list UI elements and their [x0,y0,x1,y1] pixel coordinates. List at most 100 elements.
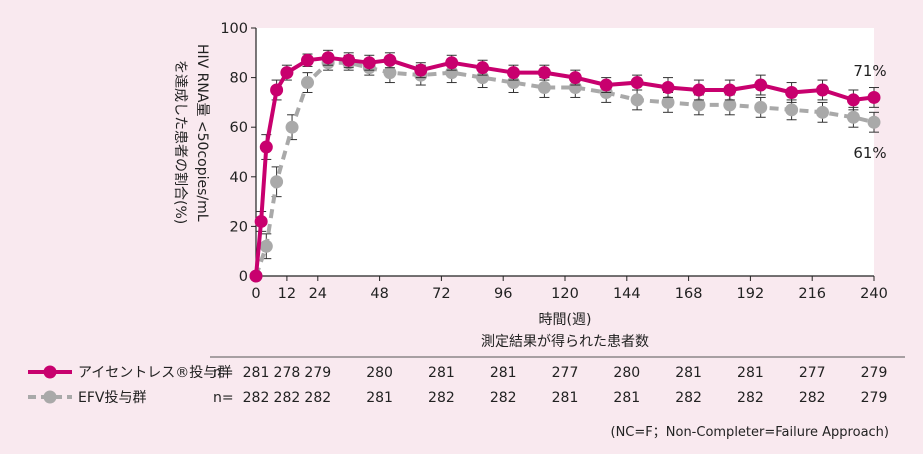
data-point [249,269,263,283]
n-label: n= [213,365,234,381]
x-tick-label: 96 [494,286,512,302]
data-point [362,56,376,70]
data-point [846,110,860,124]
data-point [507,76,520,90]
data-point [568,81,582,95]
plot-area [256,28,874,276]
count-cell: 282 [490,390,517,406]
x-tick-label: 216 [798,286,826,302]
data-point [661,95,675,109]
count-cell: 282 [274,390,301,406]
annotation-final-efv: 61% [853,144,886,162]
count-cell: 278 [274,365,301,381]
count-cell: 281 [490,365,517,381]
count-cell: 281 [613,390,640,406]
data-point [537,81,551,95]
label-layer: 71% 61% [853,62,886,162]
data-point [846,93,860,107]
data-point [259,140,273,154]
legend-marker [43,365,57,379]
data-point [476,71,490,85]
x-tick-label: 72 [432,286,450,302]
y-tick-label: 40 [230,170,248,186]
data-point [301,53,314,67]
data-point [383,53,397,67]
data-point [285,120,299,134]
data-point [785,85,799,99]
table-title: 測定結果が得られた患者数 [481,333,649,350]
x-tick-label: 192 [737,286,765,302]
data-point [867,115,881,129]
series-layer [249,49,881,283]
n-label: n= [213,390,234,406]
data-point [599,78,613,92]
data-point [867,90,881,104]
data-point [754,100,768,114]
y-tick-label: 0 [239,269,248,285]
data-point [445,66,459,80]
data-point [785,103,799,117]
count-cell: 282 [799,390,826,406]
x-tick-label: 168 [675,286,703,302]
count-cell: 282 [304,390,331,406]
x-tick-label: 0 [251,286,260,302]
data-point [723,83,737,97]
x-tick-label: 144 [613,286,641,302]
count-cell: 281 [366,390,393,406]
y-axis-title-line-1: HIV RNA量 <50copies/mL [194,44,210,222]
y-tick-label: 100 [220,21,248,37]
data-point [321,51,335,65]
count-cell: 281 [675,365,702,381]
x-tick-label: 24 [309,286,327,302]
count-cell: 277 [799,365,826,381]
series-0 [249,49,881,283]
count-cell: 280 [366,365,393,381]
data-point [568,71,582,85]
count-cell: 279 [304,365,331,381]
data-point [537,66,551,80]
data-point [383,66,397,80]
data-point [692,83,706,97]
count-cell: 279 [861,365,888,381]
data-point [816,105,829,119]
y-tick-label: 60 [230,120,248,136]
count-cell: 281 [552,390,579,406]
x-tick-label: 240 [860,286,888,302]
x-tick-label: 120 [551,286,579,302]
x-tick-label: 48 [370,286,388,302]
data-point [816,83,829,97]
count-cell: 281 [737,365,764,381]
count-cell: 279 [861,390,888,406]
data-point [630,93,644,107]
data-point [342,53,356,67]
data-point [692,98,706,112]
data-point [270,175,284,189]
legend-marker [43,390,57,404]
count-cell: 282 [737,390,764,406]
footnote: (NC=F；Non-Completer=Failure Approach) [611,425,889,440]
y-axis-title-line-2: を達成した患者の割合(%) [172,60,189,224]
data-point [723,98,737,112]
count-cell: 282 [243,390,270,406]
x-tick-label: 12 [278,286,296,302]
axes: 0 20 40 60 80 100 0 12 24 48 72 96 120 144 168 192 216 24… [220,21,888,302]
annotation-final-main: 71% [853,62,886,80]
y-tick-label: 20 [230,219,248,235]
data-point [476,61,490,75]
count-cell: 281 [428,365,455,381]
data-point [254,214,268,228]
legend-label: EFV投与群 [78,390,146,406]
count-cell: 281 [243,365,270,381]
data-point [270,83,284,97]
y-tick-label: 80 [230,71,248,87]
data-point [661,81,675,95]
data-point [445,56,459,70]
data-point [301,76,314,90]
count-cell: 280 [613,365,640,381]
data-point [507,66,520,80]
data-point [754,78,768,92]
data-point [280,66,294,80]
